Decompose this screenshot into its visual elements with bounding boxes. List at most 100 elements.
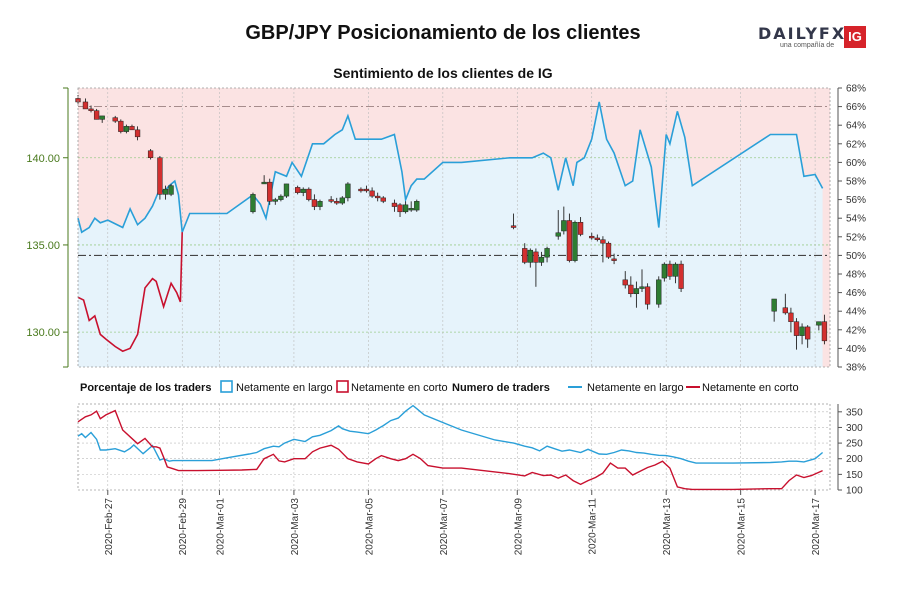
candle-body [782,307,788,314]
candle-body [278,195,284,200]
candle [628,276,634,298]
right-axis-tick-label: 52% [846,232,866,243]
candle-body [639,286,645,289]
candle [334,197,340,205]
candle [363,185,370,193]
price-panel-background [78,88,830,368]
candle [300,187,306,197]
candle [278,194,284,202]
traders-axis-tick-label: 300 [846,423,863,434]
candle-body [88,108,94,111]
legend-pct-long-swatch [220,380,233,393]
candle-body [317,201,323,207]
candle [82,98,89,110]
traders-long-line [77,404,824,464]
traders-axis-tick-label: 250 [846,439,863,450]
candle-body [306,188,312,200]
candle [88,105,94,113]
price-panel-axes: 130.00 135.00 140.00 38% 40% 42% 44% 46% 48% 50% 5… [26,84,866,374]
traders-panel-border [77,403,831,491]
candle-body [369,190,375,197]
candle [527,248,533,268]
candle [162,185,169,200]
logo-badge: IG [844,26,866,48]
left-axis-tick-label: 130.00 [26,327,60,339]
candle-body [628,284,634,295]
candle [294,185,301,195]
legend: Porcentaje de los traders Netamente en la… [80,380,799,394]
candle-body [561,220,567,232]
candle [561,206,567,235]
x-axis-tick-label: 2020-Mar-11 [588,498,599,555]
candle [358,187,364,193]
early-long-zone-area [78,232,183,367]
candle-body [661,263,667,279]
candle-body [93,110,100,120]
percent-lines [77,101,824,353]
candle-body [538,256,545,263]
candle-body [311,199,318,207]
candle-body [522,248,528,263]
legend-pct-long-label: Netamente en largo [236,382,333,394]
candle [134,126,141,141]
candle-body [622,279,628,286]
candle-body [358,188,364,192]
traders-panel: 100 150 200 250 300 350 [77,403,863,497]
short-percent-line [77,232,183,353]
x-axis-tick-label: 2020-Feb-27 [104,498,115,556]
candle [771,298,777,322]
candle [510,213,517,230]
candle-body [339,197,345,204]
candle [644,283,651,310]
candle-body [611,258,617,261]
candle-body [391,202,398,207]
candle-body [118,120,124,132]
right-axis-tick-label: 66% [846,102,866,113]
dailyfx-logo: DAILYFX una compañía de IG [754,24,869,50]
candle [397,203,403,218]
candle-body [566,220,573,261]
traders-axis-tick-label: 100 [846,486,863,497]
candle-body [821,321,828,342]
candle [123,124,130,134]
candle [311,194,318,211]
candle [328,196,334,204]
candle-body [272,199,278,202]
candle-body [605,242,612,258]
traders-axis-tick-label: 350 [846,407,863,418]
candle-body [147,150,154,158]
candle [369,187,375,198]
x-axis: 2020-Feb-27 2020-Feb-29 2020-Mar-01 2020-Ma… [104,490,822,555]
candle [805,325,811,348]
candle-body [375,195,381,199]
candle [261,175,267,185]
candle [168,183,174,197]
x-axis-tick-label: 2020-Mar-03 [290,498,301,556]
right-axis-tick-label: 64% [846,121,866,132]
legend-pct-short-label: Netamente en corto [351,382,448,394]
candle [538,251,545,266]
candle [402,201,409,214]
candle-body [123,126,130,132]
candle [667,260,673,280]
candle [93,108,100,120]
candle [566,213,573,263]
legend-num-short-label: Netamente en corto [702,382,799,394]
right-axis-tick-label: 40% [846,344,866,355]
candle [555,210,561,240]
candle-body [594,237,600,240]
candle-body [799,326,805,336]
candle [622,271,628,289]
candle-body [600,239,606,244]
candle-body [633,288,640,295]
reference-lines [78,106,830,256]
traders-axis-tick-label: 150 [846,470,863,481]
candle-body [589,235,595,239]
legend-pct-short-swatch [336,380,349,393]
chart-title: GBP/JPY Posicionamiento de los clientes [245,22,641,44]
candle [99,115,105,123]
logo-brand: DAILYFX [758,24,847,43]
candle-body [667,263,673,277]
right-axis-tick-label: 38% [846,363,866,374]
chart-subtitle: Sentimiento de los clientes de IG [333,65,553,81]
